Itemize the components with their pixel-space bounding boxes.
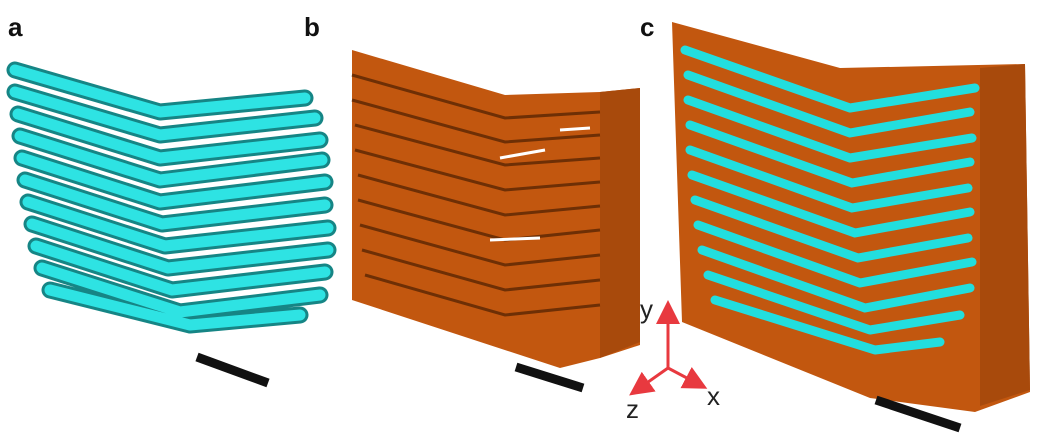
panel-label: b — [304, 12, 320, 42]
panel-a: a — [8, 12, 328, 383]
block — [672, 22, 1030, 412]
side-face — [600, 88, 640, 358]
axis-label: x — [707, 381, 720, 411]
side-face — [980, 64, 1030, 406]
axis-label: y — [640, 294, 653, 324]
panel-b: b — [304, 12, 640, 388]
scale-bar — [516, 367, 583, 388]
z-arrow — [634, 368, 668, 392]
panel-c: c — [640, 12, 1030, 428]
panel-label: a — [8, 12, 23, 42]
scale-bar — [197, 357, 268, 383]
x-arrow — [668, 368, 702, 386]
axis-label: z — [626, 394, 639, 424]
panel-label: c — [640, 12, 654, 42]
figure: a b c y x z — [0, 0, 1044, 436]
